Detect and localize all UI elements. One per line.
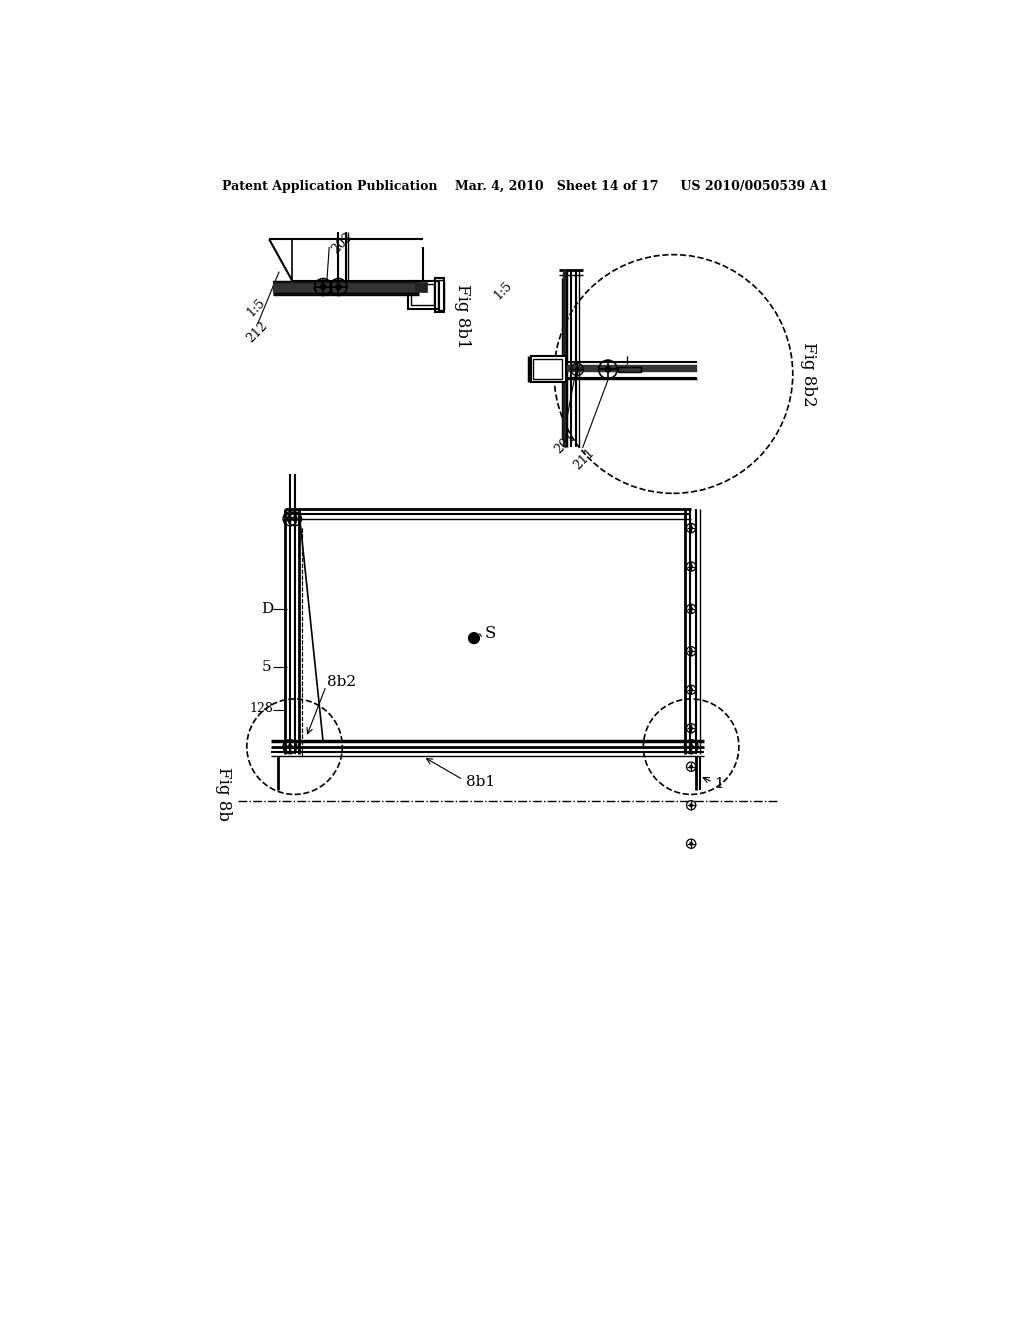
Bar [531,356,565,383]
Bar [438,280,444,310]
Text: 8b2: 8b2 [327,675,356,689]
Bar [435,277,444,313]
Text: Fig 8b2: Fig 8b2 [801,342,817,407]
Circle shape [469,632,479,644]
Bar [273,284,416,292]
Bar [562,271,566,447]
Text: 1:5: 1:5 [245,296,268,318]
Text: 8b1: 8b1 [466,775,495,789]
Text: Fig 8b1: Fig 8b1 [454,284,471,348]
Bar [617,367,641,372]
Text: 212: 212 [245,318,270,345]
Text: 1:5: 1:5 [490,279,514,302]
Text: 5: 5 [261,660,271,673]
Text: D: D [261,602,273,616]
Text: 201: 201 [553,430,579,457]
Bar [565,364,696,372]
Bar [273,282,427,292]
Text: 1: 1 [714,776,724,791]
Bar [408,281,438,309]
Text: S: S [484,624,497,642]
Text: 128: 128 [250,702,273,715]
Text: 211: 211 [571,446,597,471]
Text: Patent Application Publication    Mar. 4, 2010   Sheet 14 of 17     US 2010/0050: Patent Application Publication Mar. 4, 2… [222,180,827,193]
Text: 202: 202 [330,230,355,256]
Bar [411,284,434,305]
Text: Fig 8b: Fig 8b [215,767,232,821]
Bar [534,359,562,379]
